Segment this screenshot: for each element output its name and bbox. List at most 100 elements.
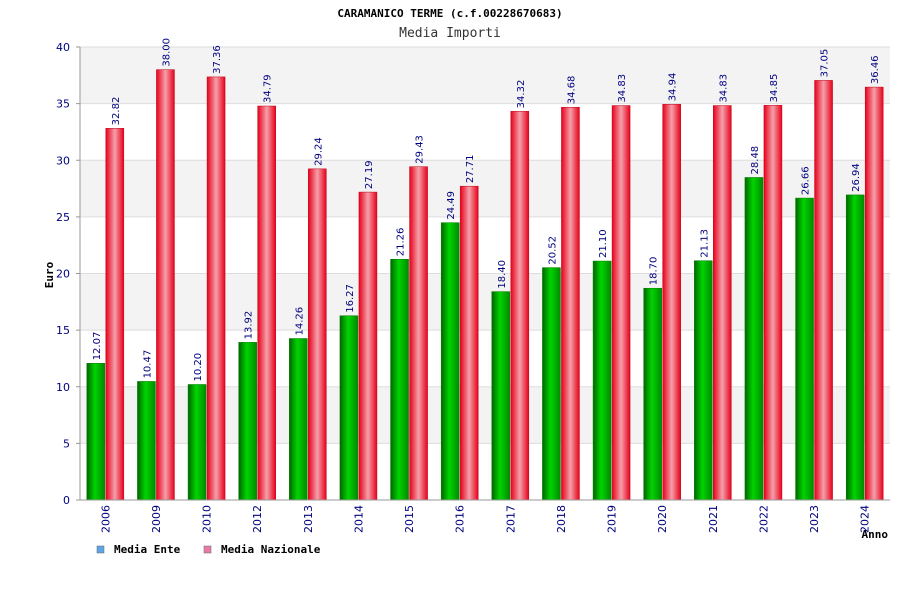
bar-media-ente-2016 bbox=[440, 222, 460, 501]
value-label-media-nazionale-2019: 34.83 bbox=[617, 74, 628, 103]
bar-media-ente-2023 bbox=[795, 197, 814, 501]
x-tick-label-2019: 2019 bbox=[606, 505, 619, 533]
legend-swatch-media-ente bbox=[96, 545, 105, 554]
y-tick-label: 15 bbox=[56, 324, 70, 337]
y-axis-title: Euro bbox=[43, 261, 56, 288]
x-tick-label-2012: 2012 bbox=[251, 505, 264, 533]
bars bbox=[86, 69, 884, 501]
value-label-media-ente-2015: 21.26 bbox=[396, 228, 407, 257]
value-label-media-ente-2010: 10.20 bbox=[193, 353, 204, 382]
value-label-media-nazionale-2014: 27.19 bbox=[364, 160, 375, 189]
x-axis-title: Anno bbox=[862, 528, 889, 541]
legend-swatch-media-nazionale bbox=[203, 545, 212, 554]
y-tick-label: 20 bbox=[56, 268, 70, 281]
value-label-media-nazionale-2010: 37.36 bbox=[212, 45, 223, 74]
value-label-media-ente-2018: 20.52 bbox=[547, 236, 558, 265]
value-label-media-ente-2021: 21.13 bbox=[699, 229, 710, 258]
x-tick-label-2006: 2006 bbox=[99, 505, 112, 533]
value-label-media-ente-2019: 21.10 bbox=[598, 229, 609, 258]
value-label-media-nazionale-2023: 37.05 bbox=[820, 49, 831, 78]
x-tick-label-2020: 2020 bbox=[656, 505, 669, 533]
bar-media-nazionale-2012 bbox=[257, 105, 276, 501]
bar-media-ente-2015 bbox=[390, 258, 409, 501]
bar-media-nazionale-2024 bbox=[864, 86, 884, 501]
value-label-media-ente-2020: 18.70 bbox=[649, 257, 660, 286]
value-label-media-ente-2024: 26.94 bbox=[851, 163, 862, 192]
bar-media-ente-2014 bbox=[339, 315, 359, 501]
y-tick-label: 40 bbox=[56, 41, 70, 54]
bar-media-nazionale-2016 bbox=[459, 185, 479, 501]
value-label-media-nazionale-2017: 34.32 bbox=[516, 80, 527, 109]
y-tick-label: 35 bbox=[56, 98, 70, 111]
bar-media-nazionale-2023 bbox=[814, 80, 833, 501]
x-tick-label-2010: 2010 bbox=[201, 505, 214, 533]
x-tick-label-2014: 2014 bbox=[352, 505, 365, 533]
legend: Media Ente Media Nazionale bbox=[96, 543, 321, 556]
value-labels: 12.07 32.82 10.47 38.00 10.20 37.36 13.92 34.79… bbox=[92, 38, 881, 381]
x-tick-label-2015: 2015 bbox=[403, 505, 416, 533]
value-label-media-ente-2016: 24.49 bbox=[446, 191, 457, 220]
value-label-media-nazionale-2009: 38.00 bbox=[161, 38, 172, 67]
bar-media-nazionale-2020 bbox=[662, 104, 681, 501]
bar-media-ente-2022 bbox=[744, 177, 764, 501]
bar-media-nazionale-2015 bbox=[409, 166, 428, 501]
y-axis-ticks: 0 5 10 15 20 25 30 35 40 bbox=[56, 41, 80, 507]
bar-media-nazionale-2009 bbox=[156, 69, 175, 501]
value-label-media-nazionale-2018: 34.68 bbox=[566, 76, 577, 105]
value-label-media-ente-2006: 12.07 bbox=[92, 332, 103, 361]
x-tick-label-2017: 2017 bbox=[504, 505, 517, 533]
value-label-media-ente-2014: 16.27 bbox=[345, 284, 356, 313]
x-tick-label-2022: 2022 bbox=[757, 505, 770, 533]
value-label-media-ente-2013: 14.26 bbox=[294, 307, 305, 336]
value-label-media-ente-2023: 26.66 bbox=[801, 166, 812, 195]
chart-title: CARAMANICO TERME (c.f.00228670683) bbox=[337, 7, 562, 20]
bar-media-nazionale-2019 bbox=[611, 105, 631, 501]
y-tick-label: 25 bbox=[56, 211, 70, 224]
y-tick-label: 0 bbox=[63, 494, 70, 507]
bar-media-nazionale-2013 bbox=[308, 168, 327, 501]
legend-label-media-ente: Media Ente bbox=[114, 543, 181, 556]
bar-media-ente-2009 bbox=[137, 381, 156, 501]
bar-media-nazionale-2006 bbox=[105, 128, 125, 501]
value-label-media-nazionale-2021: 34.83 bbox=[718, 74, 729, 103]
bar-media-nazionale-2017 bbox=[510, 111, 530, 501]
bar-media-nazionale-2018 bbox=[561, 106, 580, 501]
bar-media-ente-2018 bbox=[542, 267, 561, 501]
value-label-media-ente-2022: 28.48 bbox=[750, 146, 761, 175]
value-label-media-ente-2012: 13.92 bbox=[244, 311, 255, 340]
value-label-media-nazionale-2024: 36.46 bbox=[870, 55, 881, 84]
legend-label-media-nazionale: Media Nazionale bbox=[221, 543, 321, 556]
bar-media-nazionale-2014 bbox=[358, 191, 378, 501]
value-label-media-nazionale-2022: 34.85 bbox=[769, 74, 780, 103]
bar-media-ente-2013 bbox=[289, 338, 308, 501]
y-tick-label: 5 bbox=[63, 437, 70, 450]
x-tick-label-2023: 2023 bbox=[808, 505, 821, 533]
bar-media-ente-2010 bbox=[187, 384, 207, 501]
bar-media-ente-2017 bbox=[491, 291, 511, 501]
bar-media-ente-2019 bbox=[592, 260, 612, 501]
chart-subtitle: Media Importi bbox=[399, 26, 501, 41]
value-label-media-nazionale-2020: 34.94 bbox=[668, 73, 679, 102]
bar-media-nazionale-2021 bbox=[713, 105, 732, 501]
bar-media-ente-2006 bbox=[86, 363, 106, 501]
value-label-media-nazionale-2015: 29.43 bbox=[415, 135, 426, 164]
bar-media-nazionale-2022 bbox=[763, 105, 783, 501]
bar-media-ente-2020 bbox=[643, 287, 662, 501]
bar-media-ente-2021 bbox=[694, 260, 713, 501]
y-tick-label: 30 bbox=[56, 154, 70, 167]
value-label-media-nazionale-2013: 29.24 bbox=[313, 137, 324, 166]
x-axis-ticks: 2006 2009 2010 2012 2013 2014 2015 2016 2017 2018… bbox=[99, 505, 871, 533]
value-label-media-ente-2017: 18.40 bbox=[497, 260, 508, 289]
x-tick-label-2016: 2016 bbox=[454, 505, 467, 533]
y-tick-label: 10 bbox=[56, 381, 70, 394]
value-label-media-ente-2009: 10.47 bbox=[142, 350, 153, 379]
value-label-media-nazionale-2012: 34.79 bbox=[263, 74, 274, 103]
bar-media-nazionale-2010 bbox=[206, 76, 226, 501]
bar-media-ente-2024 bbox=[845, 194, 865, 501]
value-label-media-nazionale-2016: 27.71 bbox=[465, 155, 476, 184]
bar-media-ente-2012 bbox=[238, 342, 257, 501]
x-tick-label-2018: 2018 bbox=[555, 505, 568, 533]
value-label-media-nazionale-2006: 32.82 bbox=[111, 97, 122, 126]
